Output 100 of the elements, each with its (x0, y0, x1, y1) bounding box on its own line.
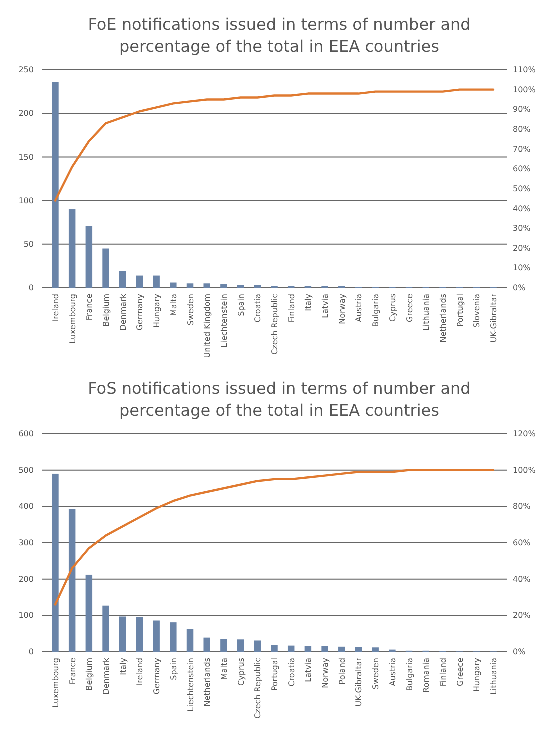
bar (52, 82, 59, 288)
bar (355, 647, 362, 652)
x-tick-label: Lithuania (490, 658, 499, 696)
x-tick-label: Sweden (186, 294, 196, 326)
x-tick-label: Germany (136, 294, 145, 331)
x-tick-label: Cyprus (388, 294, 398, 322)
x-tick-label: Czech Republic (254, 658, 263, 719)
x-tick-label: Latvia (321, 294, 330, 318)
line-series (54, 88, 495, 202)
x-tick-label: Germany (152, 658, 162, 695)
x-tick-label: Greece (405, 294, 414, 322)
x-tick-label: Poland (338, 658, 347, 685)
x-tick-label: Bulgaria (372, 294, 381, 328)
x-tick-label: Italy (304, 294, 314, 312)
bar (186, 629, 194, 652)
y-tick-label: 400 (18, 502, 34, 512)
x-tick-label: Greece (456, 658, 465, 686)
x-tick-label: Norway (338, 294, 347, 324)
bar (186, 284, 194, 288)
bar (68, 210, 76, 288)
y2-tick-label: 90% (513, 105, 532, 114)
x-tick-label: Finland (287, 294, 296, 323)
bar (304, 646, 312, 652)
y2-tick-label: 120% (513, 430, 536, 439)
x-tick-label: Bulgaria (405, 658, 414, 692)
y2-tick-label: 20% (513, 244, 532, 253)
x-tick-label: UK-Gibraltar (354, 657, 364, 707)
bar (338, 646, 346, 652)
x-tick-label: Italy (118, 658, 128, 676)
y2-tick-label: 110% (513, 66, 536, 75)
x-tick-label: Spain (236, 294, 246, 316)
y-tick-label: 0 (28, 284, 34, 293)
bar (322, 646, 328, 652)
x-tick-label: Lithuania (422, 294, 432, 332)
bar (288, 646, 295, 652)
y2-tick-label: 0% (513, 284, 526, 293)
y-tick-label: 200 (18, 574, 34, 584)
x-tick-label: Austria (388, 658, 398, 686)
x-tick-label: Denmark (102, 658, 112, 695)
y2-tick-label: 80% (513, 125, 532, 134)
y2-tick-label: 10% (513, 264, 532, 273)
line-series (54, 469, 495, 606)
x-tick-label: Portugal (270, 658, 280, 692)
x-tick-label: Hungary (152, 294, 162, 328)
bar (237, 285, 244, 288)
x-tick-label: Slovenia (472, 294, 482, 328)
bar (220, 284, 228, 288)
bar (170, 622, 177, 652)
bar (254, 640, 262, 652)
y-tick-label: 600 (18, 430, 34, 439)
y2-tick-label: 60% (513, 164, 532, 174)
x-tick-label: Finland (438, 658, 448, 687)
y2-tick-label: 0% (513, 648, 526, 657)
x-tick-label: Spain (169, 658, 178, 680)
y-tick-label: 150 (18, 152, 34, 162)
x-tick-label: Portugal (456, 294, 465, 328)
bar (153, 620, 160, 652)
x-tick-label: Norway (321, 658, 330, 688)
x-tick-label: Romania (422, 658, 432, 693)
x-tick-label: United Kingdom (203, 294, 212, 358)
x-tick-label: Liechtenstein (186, 658, 196, 712)
x-tick-label: Ireland (136, 658, 145, 686)
bar (237, 640, 244, 652)
y-tick-label: 100 (18, 611, 34, 620)
x-tick-label: Ireland (51, 294, 60, 322)
bar (102, 606, 110, 652)
y-tick-label: 250 (18, 66, 34, 75)
x-tick-label: Netherlands (438, 294, 448, 343)
bar (204, 284, 210, 288)
x-tick-label: France (85, 294, 94, 321)
y2-tick-label: 70% (513, 144, 532, 154)
x-tick-label: Denmark (118, 294, 128, 331)
y-tick-label: 100 (18, 196, 34, 206)
x-tick-label: Croatia (254, 294, 263, 323)
x-tick-label: UK-Gibraltar (490, 293, 499, 343)
y-tick-label: 200 (18, 109, 34, 118)
bar (153, 276, 160, 288)
x-tick-label: Netherlands (203, 658, 212, 707)
y-tick-label: 0 (28, 648, 34, 657)
x-tick-label: Austria (354, 294, 364, 322)
x-tick-label: Luxembourg (68, 294, 78, 344)
bar (271, 645, 278, 652)
bar (102, 248, 110, 288)
bar (120, 616, 126, 652)
x-tick-label: Belgium (85, 658, 94, 691)
x-tick-label: Latvia (304, 658, 314, 682)
bar (136, 617, 144, 652)
bar (120, 271, 126, 288)
y-tick-label: 50 (24, 240, 34, 249)
bar (136, 276, 144, 288)
y2-tick-label: 30% (513, 224, 532, 234)
bar (68, 509, 76, 652)
x-tick-label: Czech Republic (270, 294, 280, 355)
x-tick-label: Malta (220, 658, 229, 680)
bar (86, 574, 93, 652)
x-tick-label: Croatia (287, 658, 296, 687)
x-tick-label: Belgium (102, 294, 112, 327)
y-tick-label: 300 (18, 538, 34, 548)
y2-tick-label: 100% (513, 85, 536, 94)
y-tick-label: 500 (18, 466, 34, 475)
